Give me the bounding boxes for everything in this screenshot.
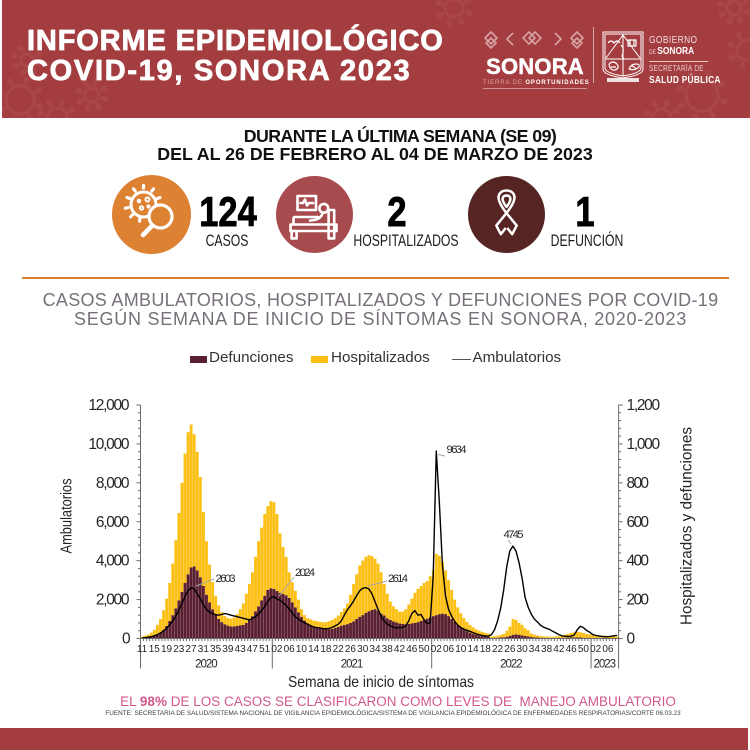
svg-text:39: 39	[222, 644, 234, 655]
svg-text:10: 10	[296, 644, 308, 655]
svg-text:43: 43	[235, 644, 247, 655]
svg-text:1,000: 1,000	[627, 436, 661, 453]
svg-text:9634: 9634	[447, 444, 467, 456]
svg-text:8,000: 8,000	[96, 475, 130, 492]
svg-text:46: 46	[566, 644, 578, 655]
svg-text:27: 27	[186, 644, 198, 655]
svg-text:26: 26	[504, 644, 516, 655]
svg-text:02: 02	[590, 644, 602, 655]
svg-text:50: 50	[578, 644, 590, 655]
svg-text:4,000: 4,000	[96, 553, 130, 570]
svg-text:38: 38	[541, 644, 553, 655]
svg-text:10,000: 10,000	[88, 436, 129, 453]
svg-text:2,000: 2,000	[96, 592, 130, 609]
svg-text:2021: 2021	[341, 659, 364, 671]
svg-text:18: 18	[480, 644, 492, 655]
svg-text:Semana de inicio de síntomas: Semana de inicio de síntomas	[288, 674, 474, 691]
svg-text:19: 19	[161, 644, 173, 655]
svg-text:Hospitalizados y defunciones: Hospitalizados y defunciones	[679, 427, 696, 625]
svg-text:2022: 2022	[500, 659, 523, 671]
svg-text:50: 50	[418, 644, 430, 655]
svg-text:11: 11	[137, 644, 148, 655]
svg-text:0: 0	[122, 631, 131, 648]
svg-text:34: 34	[529, 644, 541, 655]
svg-text:600: 600	[627, 514, 650, 531]
svg-text:35: 35	[210, 644, 222, 655]
svg-text:06: 06	[602, 644, 614, 655]
svg-text:47: 47	[247, 644, 259, 655]
svg-text:14: 14	[467, 644, 479, 655]
svg-text:10: 10	[455, 644, 467, 655]
svg-text:18: 18	[320, 644, 332, 655]
svg-text:2603: 2603	[216, 573, 236, 585]
svg-text:800: 800	[627, 475, 650, 492]
svg-text:34: 34	[369, 644, 381, 655]
svg-text:02: 02	[431, 644, 443, 655]
svg-text:22: 22	[492, 644, 504, 655]
svg-text:06: 06	[284, 644, 296, 655]
svg-text:46: 46	[406, 644, 418, 655]
svg-text:22: 22	[333, 644, 345, 655]
svg-text:30: 30	[357, 644, 369, 655]
svg-text:26: 26	[345, 644, 357, 655]
svg-text:Ambulatorios: Ambulatorios	[59, 479, 76, 554]
svg-text:2020: 2020	[195, 659, 218, 671]
svg-text:15: 15	[149, 644, 161, 655]
svg-text:42: 42	[394, 644, 406, 655]
svg-text:2024: 2024	[295, 567, 315, 579]
svg-text:23: 23	[173, 644, 185, 655]
svg-text:30: 30	[517, 644, 529, 655]
svg-text:200: 200	[627, 592, 650, 609]
svg-text:02: 02	[271, 644, 283, 655]
svg-text:400: 400	[627, 553, 650, 570]
svg-text:2614: 2614	[388, 573, 408, 585]
svg-text:4745: 4745	[504, 529, 524, 541]
svg-text:0: 0	[627, 631, 636, 648]
svg-text:42: 42	[553, 644, 565, 655]
svg-text:14: 14	[308, 644, 320, 655]
svg-text:06: 06	[443, 644, 455, 655]
svg-text:1,200: 1,200	[627, 397, 661, 414]
svg-text:31: 31	[198, 644, 210, 655]
svg-text:2023: 2023	[594, 659, 617, 671]
svg-text:38: 38	[382, 644, 394, 655]
svg-text:12,000: 12,000	[88, 397, 129, 414]
svg-text:6,000: 6,000	[96, 514, 130, 531]
svg-text:51: 51	[259, 644, 271, 655]
